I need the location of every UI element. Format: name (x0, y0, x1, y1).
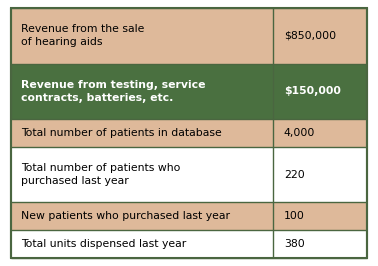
Bar (273, 8, 367, 64)
Text: Revenue from the sale
of hearing aids: Revenue from the sale of hearing aids (21, 24, 144, 47)
Text: 100: 100 (284, 211, 305, 221)
Text: Total units dispensed last year: Total units dispensed last year (21, 239, 186, 249)
Bar (273, 119, 367, 147)
Text: Revenue from testing, service
contracts, batteries, etc.: Revenue from testing, service contracts,… (21, 80, 205, 103)
Text: $150,000: $150,000 (284, 86, 341, 96)
Bar (273, 230, 367, 258)
Text: Total number of patients in database: Total number of patients in database (21, 128, 222, 138)
Bar (273, 64, 367, 119)
Bar (11, 64, 273, 119)
Bar (11, 8, 273, 64)
Bar (11, 230, 273, 258)
Text: 220: 220 (284, 170, 305, 180)
Bar (11, 202, 273, 230)
Bar (273, 147, 367, 202)
Text: $850,000: $850,000 (284, 31, 336, 41)
Text: Total number of patients who
purchased last year: Total number of patients who purchased l… (21, 163, 180, 186)
Bar (11, 147, 273, 202)
Text: 4,000: 4,000 (284, 128, 315, 138)
Bar (11, 119, 273, 147)
Bar (273, 202, 367, 230)
Text: 380: 380 (284, 239, 305, 249)
Text: New patients who purchased last year: New patients who purchased last year (21, 211, 230, 221)
